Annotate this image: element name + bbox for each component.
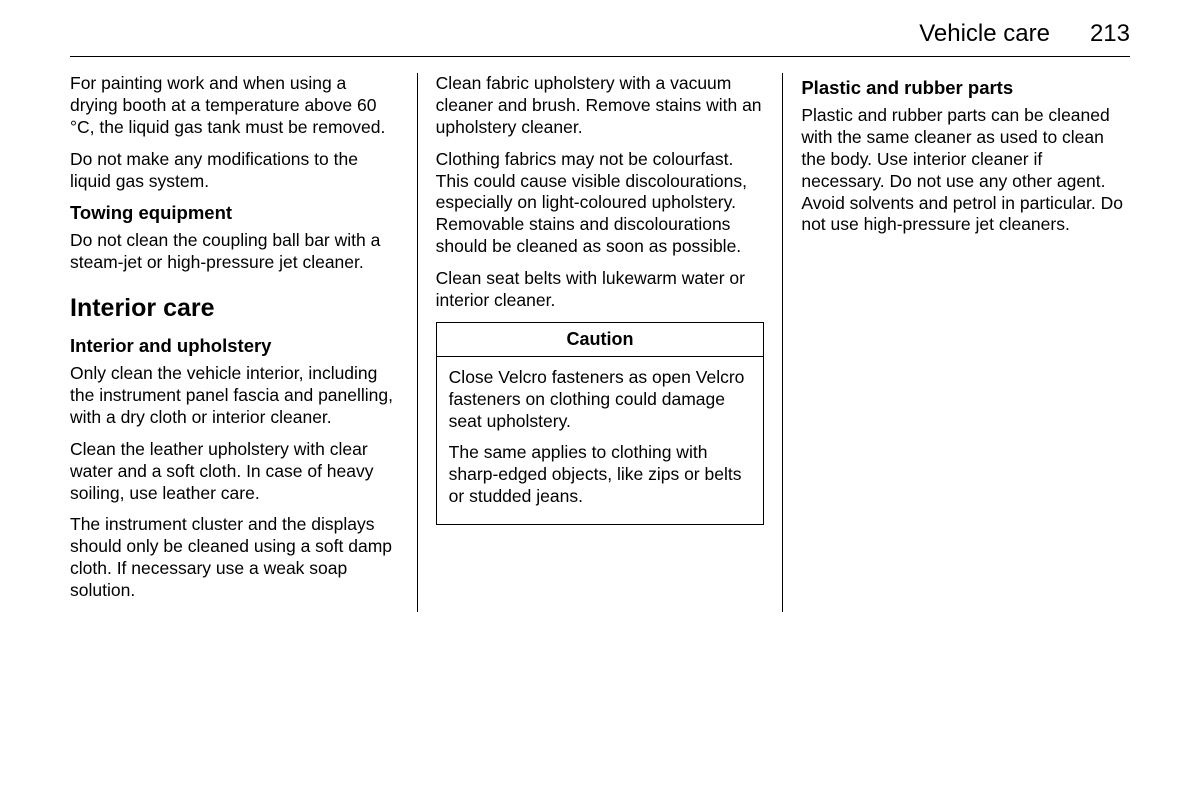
column-2: Clean fabric upholstery with a vacuum cl… [418, 73, 784, 612]
body-text: Clothing fabrics may not be colourfast. … [436, 149, 765, 258]
body-text: Plastic and rubber parts can be cleaned … [801, 105, 1130, 236]
body-text: Clean fabric upholstery with a vacuum cl… [436, 73, 765, 139]
caution-title: Caution [437, 323, 764, 357]
heading-plastic-rubber: Plastic and rubber parts [801, 77, 1130, 99]
body-text: Do not clean the coupling ball bar with … [70, 230, 399, 274]
page-header: Vehicle care 213 [70, 20, 1130, 57]
body-text: Only clean the vehicle interior, includi… [70, 363, 399, 429]
body-text: Clean the leather upholstery with clear … [70, 439, 399, 505]
heading-interior-upholstery: Interior and upholstery [70, 335, 399, 357]
heading-interior-care: Interior care [70, 294, 399, 323]
caution-body: Close Velcro fasteners as open Velcro fa… [437, 357, 764, 524]
body-text: Do not make any modifications to the liq… [70, 149, 399, 193]
page-header-title: Vehicle care [919, 20, 1050, 48]
body-text: For painting work and when using a dryin… [70, 73, 399, 139]
column-3: Plastic and rubber parts Plastic and rub… [783, 73, 1130, 612]
caution-text: The same applies to clothing with sharp-… [449, 442, 752, 508]
body-text: The instrument cluster and the displays … [70, 514, 399, 602]
body-text: Clean seat belts with lukewarm water or … [436, 268, 765, 312]
content-columns: For painting work and when using a dryin… [70, 73, 1130, 612]
column-1: For painting work and when using a dryin… [70, 73, 418, 612]
heading-towing-equipment: Towing equipment [70, 202, 399, 224]
page-number: 213 [1090, 20, 1130, 48]
caution-text: Close Velcro fasteners as open Velcro fa… [449, 367, 752, 433]
caution-box: Caution Close Velcro fasteners as open V… [436, 322, 765, 525]
